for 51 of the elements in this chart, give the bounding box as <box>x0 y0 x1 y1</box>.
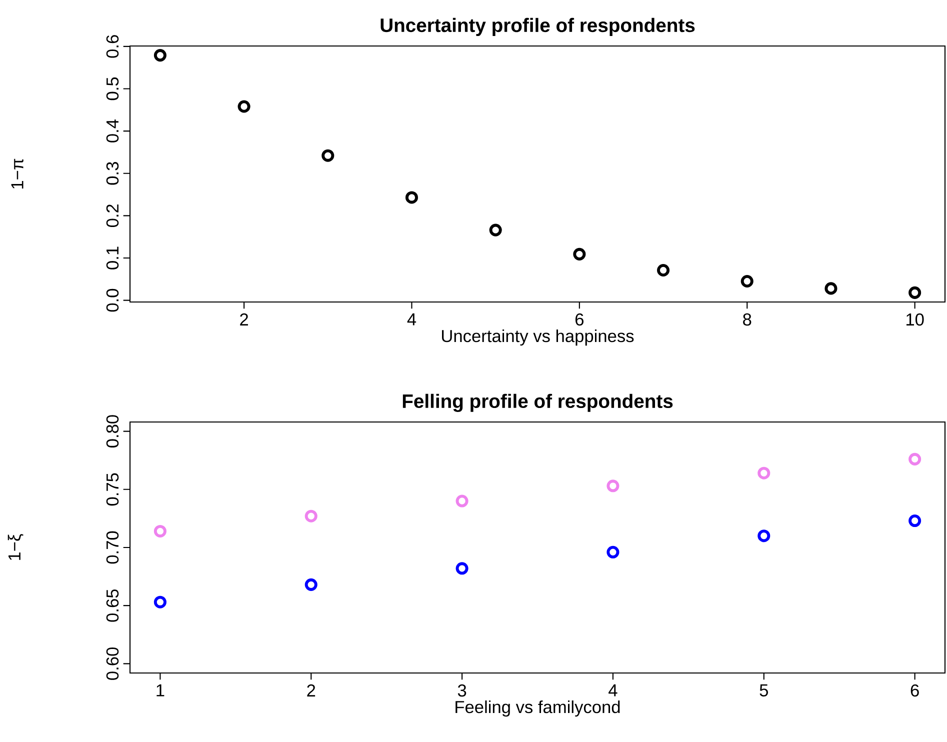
chart-title: Felling profile of respondents <box>402 394 673 412</box>
point <box>908 514 922 528</box>
x-axis-title: Uncertainty vs happiness <box>442 329 634 346</box>
x-tick-label: 4 <box>608 684 618 696</box>
x-tick-label: 5 <box>760 684 768 696</box>
point <box>489 224 502 236</box>
point <box>154 596 166 608</box>
point <box>154 524 166 538</box>
point <box>238 100 250 113</box>
y-tick-label: 0.65 <box>106 589 119 622</box>
y-tick-label: 0.1 <box>106 246 119 270</box>
y-tick-label: 0.6 <box>106 35 119 58</box>
point <box>740 274 754 288</box>
point <box>606 480 620 492</box>
y-tick-label: 0.5 <box>106 77 119 100</box>
x-tick-label: 8 <box>743 313 752 326</box>
y-tick-label: 0.0 <box>106 288 119 312</box>
point <box>606 546 620 558</box>
x-axis-title: Feeling vs familycond <box>456 700 620 717</box>
point <box>824 282 838 295</box>
x-tick-label: 10 <box>906 313 924 326</box>
point <box>456 562 468 575</box>
x-tick-label: 6 <box>910 684 919 697</box>
y-tick-label: 0.2 <box>106 204 119 228</box>
y-tick-label: 0.3 <box>106 162 119 185</box>
y-axis-title: 1−ξ <box>8 534 24 560</box>
point <box>154 49 166 62</box>
point <box>758 466 770 480</box>
point <box>304 578 318 591</box>
chart-title: Uncertainty profile of respondents <box>380 18 695 36</box>
y-tick-label: 0.4 <box>106 119 119 142</box>
point <box>304 510 318 522</box>
y-tick-label: 0.75 <box>106 473 119 506</box>
y-tick-label: 0.70 <box>106 531 119 564</box>
point <box>758 530 770 542</box>
y-tick-label: 0.60 <box>106 647 119 680</box>
point <box>908 452 922 466</box>
point <box>908 286 922 299</box>
y-tick-label: 0.80 <box>106 415 119 448</box>
point <box>456 494 468 508</box>
point <box>573 248 586 260</box>
x-tick-label: 3 <box>458 684 466 697</box>
x-tick-label: 2 <box>307 684 316 696</box>
x-tick-label: 6 <box>575 313 584 326</box>
point <box>322 149 334 162</box>
x-tick-label: 2 <box>240 313 248 326</box>
y-axis-title: 1−π <box>11 158 24 189</box>
point <box>405 191 418 204</box>
x-tick-label: 4 <box>407 313 416 326</box>
point <box>657 264 670 277</box>
x-tick-label: 1 <box>156 684 164 696</box>
